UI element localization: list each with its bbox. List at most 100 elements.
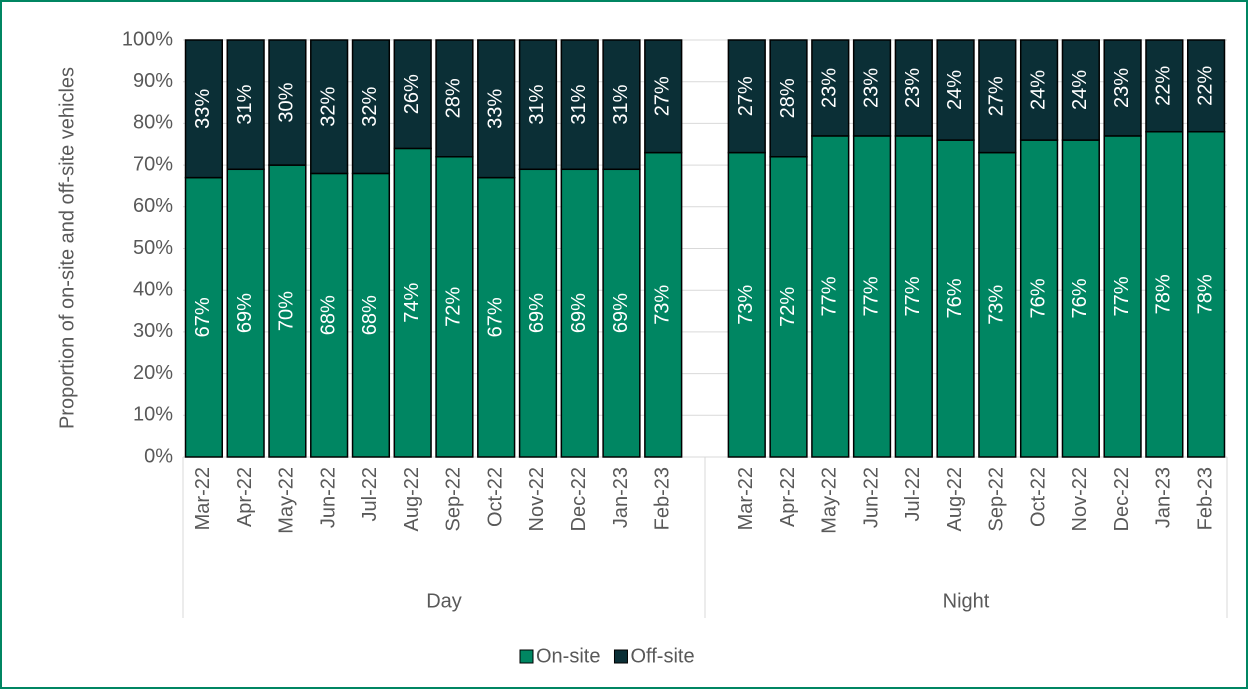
data-label: 73% [652, 285, 674, 325]
bar-segment [1103, 135, 1142, 458]
y-tick-label: 0% [144, 445, 173, 467]
bar-segment [351, 39, 391, 175]
data-label: 72% [443, 287, 465, 327]
data-label: 67% [484, 297, 506, 337]
bar-segment [727, 151, 766, 458]
bar-segment [1061, 39, 1100, 141]
data-label: 24% [944, 70, 966, 110]
data-label: 73% [986, 285, 1008, 325]
data-label: 69% [526, 293, 548, 333]
x-tick-label: Oct-22 [1027, 467, 1049, 527]
data-label: 24% [1027, 70, 1049, 110]
data-label: 68% [317, 295, 339, 335]
data-label: 22% [1153, 66, 1175, 106]
x-tick-label: Aug-22 [944, 467, 966, 532]
x-tick-label: Aug-22 [401, 467, 423, 532]
x-tick-label: May-22 [819, 467, 841, 534]
bar-segment [936, 139, 975, 458]
group-label: Night [943, 590, 990, 612]
data-label: 70% [276, 291, 298, 331]
bar-segment [852, 135, 892, 458]
data-label: 68% [359, 295, 381, 335]
data-label: 22% [1194, 66, 1216, 106]
data-label: 77% [860, 276, 882, 316]
bar-segment [978, 39, 1017, 154]
data-label: 69% [234, 293, 256, 333]
bar-segment [518, 39, 558, 171]
data-label: 27% [652, 76, 674, 116]
y-tick-label: 30% [133, 320, 173, 342]
bar-segment [351, 172, 391, 458]
y-tick-label: 90% [133, 70, 173, 92]
data-label: 77% [902, 276, 924, 316]
bar-segment [1186, 130, 1226, 458]
bar-segment [769, 39, 808, 158]
bar-segment [226, 39, 265, 171]
data-label: 31% [234, 84, 256, 124]
data-label: 32% [359, 86, 381, 126]
bar-segment [769, 156, 808, 458]
y-tick-label: 20% [133, 362, 173, 384]
bar-segment [477, 39, 516, 179]
y-tick-label: 60% [133, 195, 173, 217]
data-label: 33% [484, 89, 506, 129]
bar-segment [268, 39, 307, 166]
bar-segment [560, 39, 599, 171]
bar-segment [1019, 39, 1059, 141]
data-label: 23% [902, 68, 924, 108]
x-tick-label: Dec-22 [568, 467, 590, 531]
data-label: 27% [735, 76, 757, 116]
x-tick-label: Feb-23 [652, 467, 674, 530]
legend-swatch [519, 649, 534, 664]
bar-segment [435, 39, 474, 158]
bar-segment [226, 168, 265, 458]
bar-segment [811, 39, 850, 137]
data-label: 28% [777, 78, 799, 118]
bar-segment [936, 39, 975, 141]
bar-segment [644, 151, 683, 458]
data-label: 26% [401, 74, 423, 114]
group-label: Day [426, 590, 462, 612]
x-tick-label: Sep-22 [443, 467, 465, 532]
data-label: 32% [317, 86, 339, 126]
data-label: 78% [1153, 274, 1175, 314]
data-label: 31% [568, 84, 590, 124]
data-label: 31% [526, 84, 548, 124]
bar-segment [310, 172, 349, 458]
bar-segment [310, 39, 349, 175]
x-tick-label: Jan-23 [1153, 467, 1175, 528]
data-label: 24% [1069, 70, 1091, 110]
data-label: 77% [1111, 276, 1133, 316]
bar-segment [393, 147, 432, 458]
bar-segment [184, 176, 224, 458]
bar-segment [644, 39, 683, 154]
data-label: 78% [1194, 274, 1216, 314]
bar-segment [1145, 39, 1184, 133]
y-tick-label: 100% [122, 28, 173, 50]
data-label: 76% [944, 278, 966, 318]
data-label: 76% [1069, 278, 1091, 318]
x-tick-label: Mar-22 [192, 467, 214, 530]
x-tick-label: Dec-22 [1111, 467, 1133, 531]
y-tick-label: 40% [133, 278, 173, 300]
data-label: 23% [819, 68, 841, 108]
data-label: 31% [610, 84, 632, 124]
data-label: 73% [735, 285, 757, 325]
x-tick-label: Apr-22 [777, 467, 799, 527]
bar-segment [1145, 130, 1184, 458]
bar-segment [435, 156, 474, 458]
data-label: 74% [401, 282, 423, 322]
x-tick-label: Jul-22 [359, 467, 381, 521]
x-tick-label: Oct-22 [484, 467, 506, 527]
bar-segment [518, 168, 558, 458]
data-label: 23% [1111, 68, 1133, 108]
bar-segment [184, 39, 224, 179]
x-tick-label: Nov-22 [1069, 467, 1091, 531]
data-label: 69% [610, 293, 632, 333]
data-label: 23% [860, 68, 882, 108]
bar-segment [1019, 139, 1059, 458]
bar-segment [894, 39, 933, 137]
bar-segment [477, 176, 516, 458]
bar-segment [727, 39, 766, 154]
